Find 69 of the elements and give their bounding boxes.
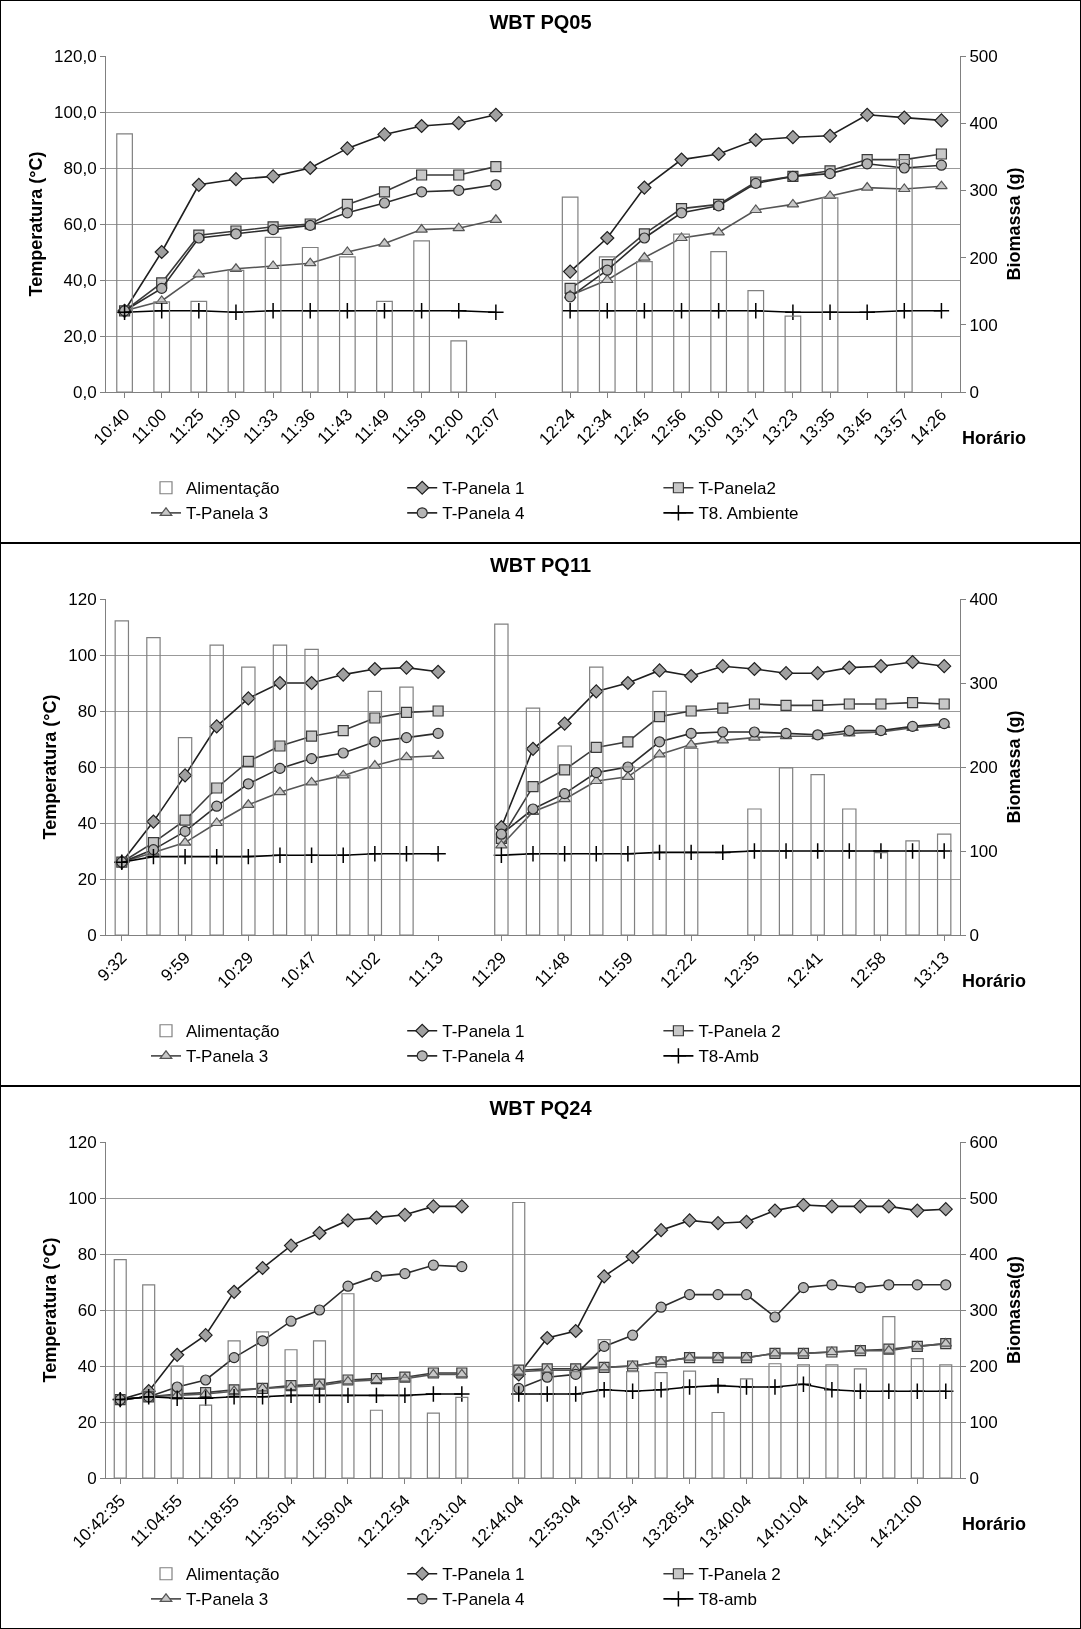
y-tick-label: 100,0 (54, 102, 97, 122)
legend-label: T-Panela 4 (442, 1047, 525, 1067)
legend-label: T8-Amb (698, 1047, 759, 1067)
chart-title: WBT PQ05 (489, 10, 592, 33)
y-tick-label: 60,0 (63, 214, 97, 234)
x-axis-title: Horário (962, 971, 1027, 991)
y-tick-label: 100 (68, 1188, 97, 1208)
legend-label: T-Panela2 (698, 479, 776, 499)
y2-tick-label: 100 (969, 841, 998, 861)
y-tick-label: 20 (77, 869, 97, 889)
x-axis-title: Horário (962, 428, 1027, 448)
y-tick-label: 40,0 (63, 270, 97, 290)
y2-tick-label: 600 (969, 1132, 998, 1152)
chart-title: WBT PQ11 (489, 553, 592, 576)
y-tick-label: 120 (68, 1132, 97, 1152)
legend-label: T-Panela 1 (442, 1022, 525, 1042)
legend-label: Alimentação (186, 1022, 280, 1042)
legend-label: T-Panela 4 (442, 1590, 525, 1610)
y-axis-title: Temperatura (°C) (40, 694, 61, 840)
legend-label: T-Panela 1 (442, 1565, 525, 1585)
legend-label: Alimentação (186, 479, 280, 499)
y2-tick-label: 500 (969, 1188, 998, 1208)
y-axis-title: Temperatura (°C) (40, 1237, 61, 1383)
y2-tick-label: 200 (969, 248, 998, 268)
y-tick-label: 20,0 (63, 326, 97, 346)
y2-axis-title: Biomassa (g) (1003, 167, 1024, 281)
y-tick-label: 40 (77, 1356, 97, 1376)
y-tick-label: 80 (77, 1244, 97, 1264)
y-tick-label: 120,0 (54, 46, 97, 66)
y2-axis-title: Biomassa (g) (1003, 710, 1024, 824)
y-tick-label: 0 (87, 1468, 97, 1488)
legend-label: T-Panela 3 (186, 504, 269, 524)
y-tick-label: 20 (77, 1412, 97, 1432)
legend-label: T-Panela 1 (442, 479, 525, 499)
y2-tick-label: 400 (969, 1244, 998, 1264)
y2-tick-label: 300 (969, 1300, 998, 1320)
legend-label: Alimentação (186, 1565, 280, 1585)
y2-tick-label: 100 (969, 1412, 998, 1432)
y-tick-label: 40 (77, 813, 97, 833)
chart-title: WBT PQ24 (489, 1096, 593, 1119)
y-tick-label: 60 (77, 1300, 97, 1320)
y2-axis-title: Biomassa(g) (1003, 1255, 1024, 1365)
y2-tick-label: 300 (969, 673, 998, 693)
y-tick-label: 80 (77, 701, 97, 721)
y2-tick-label: 300 (969, 181, 998, 201)
y-tick-label: 0 (87, 925, 97, 945)
y2-tick-label: 200 (969, 1356, 998, 1376)
y-tick-label: 120 (68, 589, 97, 609)
y2-tick-label: 400 (969, 114, 998, 134)
y2-tick-label: 400 (969, 589, 998, 609)
y-tick-label: 0,0 (72, 382, 97, 402)
legend-label: T-Panela 3 (186, 1047, 269, 1067)
y2-tick-label: 100 (969, 315, 998, 335)
y2-tick-label: 500 (969, 46, 998, 66)
y2-tick-label: 0 (969, 1468, 979, 1488)
legend-label: T-Panela 2 (698, 1565, 781, 1585)
x-axis-title: Horário (962, 1514, 1027, 1534)
y-axis-title: Temperatura (°C) (26, 151, 47, 297)
legend-label: T-Panela 2 (698, 1022, 781, 1042)
y-tick-label: 60 (77, 757, 97, 777)
y2-tick-label: 0 (969, 925, 979, 945)
y2-tick-label: 0 (969, 382, 979, 402)
y2-tick-label: 200 (969, 757, 998, 777)
legend-label: T8-amb (698, 1590, 757, 1610)
y-tick-label: 100 (68, 645, 97, 665)
legend-label: T-Panela 3 (186, 1590, 269, 1610)
y-tick-label: 80,0 (63, 158, 97, 178)
legend-label: T8. Ambiente (698, 504, 799, 524)
legend-label: T-Panela 4 (442, 504, 525, 524)
